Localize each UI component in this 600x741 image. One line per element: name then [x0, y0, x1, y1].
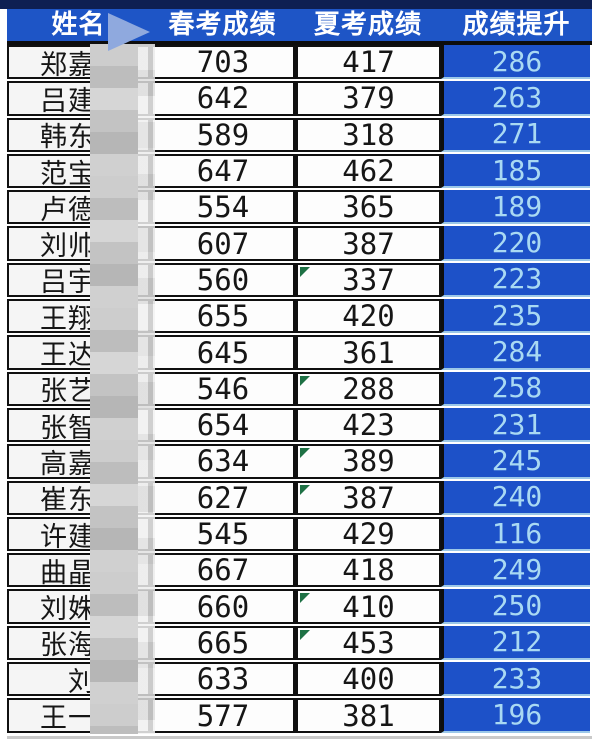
number-as-text-flag-icon	[300, 375, 310, 386]
spring-score-cell[interactable]: 560	[150, 262, 295, 298]
score-gain-cell[interactable]: 212	[441, 625, 590, 661]
name-redaction-mosaic-light	[138, 44, 155, 734]
summer-score-cell[interactable]: 462	[295, 153, 441, 189]
score-gain-cell[interactable]: 240	[441, 480, 590, 515]
spring-score-cell[interactable]: 545	[150, 516, 295, 552]
header-spring-score: 春考成绩	[168, 10, 277, 40]
score-gain-cell[interactable]: 189	[441, 190, 590, 225]
spring-score-cell[interactable]: 645	[150, 335, 295, 370]
summer-score-cell[interactable]: 418	[295, 553, 441, 588]
spring-score-cell[interactable]: 627	[150, 480, 295, 515]
header-blur-triangle-icon	[108, 13, 150, 51]
score-gain-cell[interactable]: 250	[441, 589, 590, 624]
table-row[interactable]: 韩东 589 318 271	[7, 117, 592, 153]
summer-score-cell[interactable]: 379	[295, 81, 441, 116]
score-gain-cell[interactable]: 245	[441, 444, 590, 479]
summer-score-cell[interactable]: 420	[295, 299, 441, 334]
spring-score-cell[interactable]: 655	[150, 299, 295, 334]
summer-score-cell[interactable]: 318	[295, 117, 441, 152]
summer-score-cell[interactable]: 337	[295, 262, 441, 298]
table-row[interactable]: 吕建 642 379 263	[7, 81, 592, 117]
spring-score-cell[interactable]: 634	[150, 444, 295, 479]
table-row[interactable]: 王翔 655 420 235	[7, 299, 592, 335]
header-name: 姓名	[51, 10, 106, 40]
summer-score-cell[interactable]: 365	[295, 190, 441, 225]
name-redaction-mosaic	[90, 44, 138, 734]
spring-score-cell[interactable]: 642	[150, 81, 295, 116]
table-row[interactable]: 王达 645 361 284	[7, 335, 592, 371]
table-header-row: 姓名 春考成绩 夏考成绩 成绩提升	[7, 9, 592, 45]
score-gain-cell[interactable]: 116	[441, 517, 590, 552]
table-row[interactable]: 王一 577 381 196	[7, 698, 592, 734]
score-gain-cell[interactable]: 231	[441, 408, 590, 443]
header-score-gain: 成绩提升	[462, 10, 571, 40]
summer-score-cell[interactable]: 417	[295, 45, 441, 80]
score-gain-cell[interactable]: 271	[441, 117, 590, 152]
header-summer-score: 夏考成绩	[313, 10, 422, 40]
score-gain-cell[interactable]: 258	[441, 371, 590, 406]
number-as-text-flag-icon	[300, 266, 310, 277]
spring-score-cell[interactable]: 647	[150, 153, 295, 189]
spring-score-cell[interactable]: 665	[150, 625, 295, 661]
table-row[interactable]: 曲晶 667 418 249	[7, 553, 592, 589]
table-row[interactable]: 卢德 554 365 189	[7, 190, 592, 226]
score-gain-cell[interactable]: 235	[441, 299, 590, 334]
number-as-text-flag-icon	[300, 593, 310, 604]
top-navy-strip	[0, 0, 592, 9]
number-as-text-flag-icon	[300, 448, 310, 459]
summer-score-cell[interactable]: 423	[295, 407, 441, 443]
summer-score-cell[interactable]: 389	[295, 444, 441, 479]
summer-score-cell[interactable]: 429	[295, 516, 441, 552]
score-gain-cell[interactable]: 223	[441, 262, 590, 298]
spring-score-cell[interactable]: 577	[150, 698, 295, 733]
score-gain-cell[interactable]: 286	[441, 45, 590, 80]
summer-score-cell[interactable]: 410	[295, 589, 441, 624]
summer-score-cell[interactable]: 387	[295, 226, 441, 261]
table-row[interactable]: 张海 665 453 212	[7, 625, 592, 661]
score-gain-cell[interactable]: 263	[441, 81, 590, 116]
summer-score-cell[interactable]: 361	[295, 335, 441, 370]
number-as-text-flag-icon	[300, 484, 310, 495]
summer-score-cell[interactable]: 453	[295, 625, 441, 661]
score-gain-cell[interactable]: 185	[441, 154, 590, 189]
score-gain-cell[interactable]: 233	[441, 662, 590, 697]
spring-score-cell[interactable]: 554	[150, 190, 295, 225]
cropped-next-row-line	[7, 736, 592, 739]
spring-score-cell[interactable]: 607	[150, 226, 295, 261]
spring-score-cell[interactable]: 654	[150, 407, 295, 443]
summer-score-cell[interactable]: 288	[295, 371, 441, 406]
summer-score-cell[interactable]: 381	[295, 698, 441, 733]
spring-score-cell[interactable]: 633	[150, 662, 295, 697]
spring-score-cell[interactable]: 546	[150, 371, 295, 406]
spring-score-cell[interactable]: 703	[150, 45, 295, 80]
score-gain-cell[interactable]: 196	[441, 698, 590, 733]
name-cell[interactable]: 张艺	[7, 371, 150, 407]
score-gain-cell[interactable]: 220	[441, 226, 590, 261]
spring-score-cell[interactable]: 660	[150, 589, 295, 624]
spring-score-cell[interactable]: 667	[150, 553, 295, 588]
summer-score-cell[interactable]: 387	[295, 480, 441, 515]
score-gain-cell[interactable]: 249	[441, 553, 590, 588]
spring-score-cell[interactable]: 589	[150, 117, 295, 152]
number-as-text-flag-icon	[300, 629, 310, 640]
score-gain-cell[interactable]: 284	[441, 335, 590, 370]
name-cell[interactable]: 吕建	[7, 81, 150, 117]
table-row[interactable]: 崔东 627 387 240	[7, 480, 592, 516]
summer-score-cell[interactable]: 400	[295, 662, 441, 697]
